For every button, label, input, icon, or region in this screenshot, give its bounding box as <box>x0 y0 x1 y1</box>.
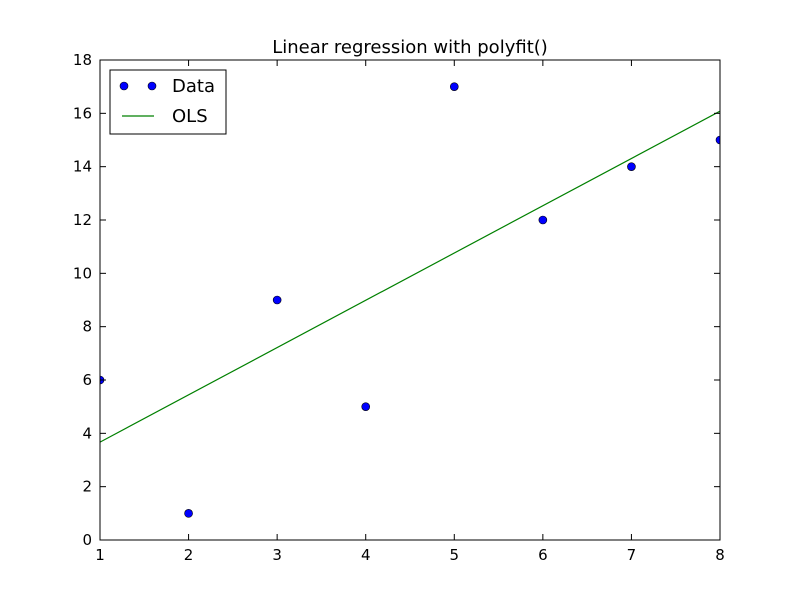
y-tick-label: 18 <box>73 51 92 69</box>
chart-title: Linear regression with polyfit() <box>272 37 548 58</box>
axes-frame <box>99 59 721 541</box>
legend-box <box>109 69 227 135</box>
legend-marker <box>119 81 129 91</box>
y-tick-label: 4 <box>82 424 92 442</box>
x-tick-label: 5 <box>450 546 460 564</box>
ols-line <box>100 110 720 443</box>
x-tick-label: 6 <box>538 546 548 564</box>
legend-label: Data <box>172 76 215 97</box>
y-tick-label: 10 <box>73 264 92 282</box>
plot-area <box>100 82 720 518</box>
y-tick-label: 0 <box>82 531 92 549</box>
y-tick-label: 2 <box>82 478 92 496</box>
x-tick-label: 3 <box>272 546 282 564</box>
y-tick-label: 14 <box>73 158 92 176</box>
y-tick-label: 8 <box>82 318 92 336</box>
data-point <box>272 295 282 305</box>
x-tick-label: 1 <box>95 546 105 564</box>
data-point <box>627 162 636 171</box>
data-point <box>361 402 371 411</box>
x-tick-label: 2 <box>184 546 194 564</box>
y-tick-label: 6 <box>82 371 92 389</box>
data-point <box>184 509 193 518</box>
y-tick-label: 16 <box>73 104 92 122</box>
x-tick-label: 7 <box>627 546 637 564</box>
data-point <box>715 135 720 145</box>
x-tick-label: 8 <box>715 546 725 564</box>
legend-label: OLS <box>172 106 208 127</box>
data-point <box>449 82 459 91</box>
x-tick-label: 4 <box>361 546 371 564</box>
legend-marker <box>147 81 157 91</box>
data-point <box>538 215 548 225</box>
y-tick-label: 12 <box>73 211 92 229</box>
legend: Data OLS <box>109 69 227 135</box>
